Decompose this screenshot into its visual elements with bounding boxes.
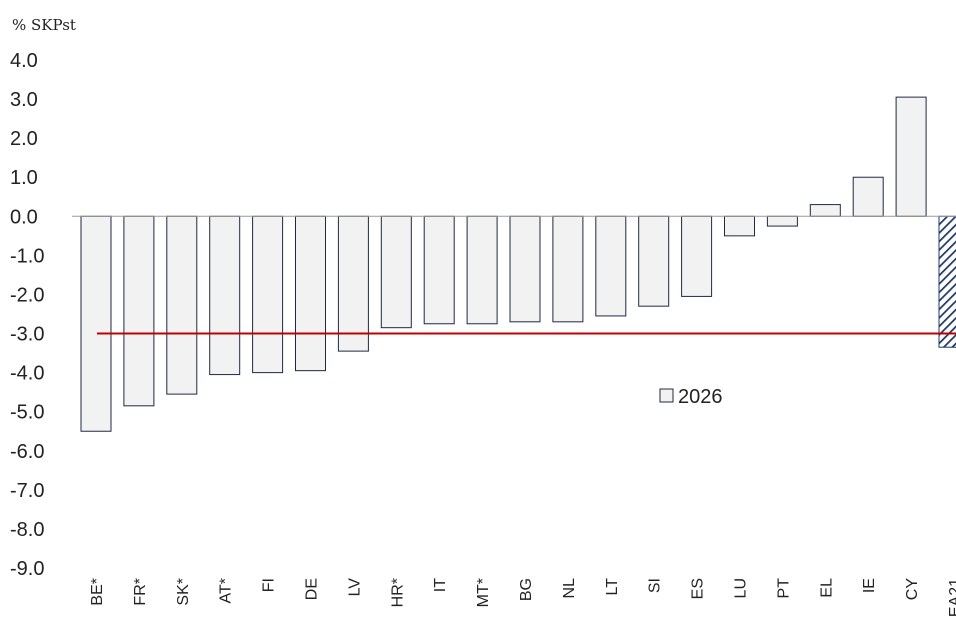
x-tick-label: LV — [346, 578, 363, 597]
y-tick-label: -5.0 — [10, 402, 44, 424]
x-tick-label: ES — [690, 578, 707, 599]
x-tick-label: FI — [261, 578, 278, 592]
bar-lv — [337, 215, 369, 352]
x-tick-label: LT — [604, 578, 621, 596]
y-tick-label: -6.0 — [10, 441, 44, 463]
x-tick-label: CY — [904, 578, 921, 601]
x-tick-label: FR* — [132, 578, 149, 606]
x-tick-label: HR* — [389, 578, 406, 607]
bar-be — [80, 215, 112, 432]
bar-si — [638, 215, 670, 307]
y-tick-label: -9.0 — [10, 558, 44, 580]
legend-swatch — [659, 388, 674, 403]
bar-el — [809, 204, 841, 217]
x-axis-ticks: BE* FR* SK* AT* FI DE LV HR* IT MT* BG NL LT SI ES LU PT… — [89, 578, 956, 617]
y-tick-label: -8.0 — [10, 519, 44, 541]
x-tick-label: MT* — [475, 578, 492, 607]
bar-lu — [724, 215, 755, 237]
bar-ie — [852, 176, 884, 217]
x-tick-label: LU — [733, 578, 750, 598]
y-tick-label: 2.0 — [10, 128, 38, 150]
x-tick-label: BG — [518, 578, 535, 601]
bar-mt — [466, 215, 498, 325]
x-tick-label: DE — [304, 578, 321, 600]
bar-ea21 — [938, 215, 956, 348]
y-tick-label: -3.0 — [10, 324, 44, 346]
legend-label: 2026 — [678, 386, 723, 408]
x-tick-label: SK* — [175, 578, 192, 606]
y-tick-label: -7.0 — [10, 480, 44, 502]
bar-at — [209, 215, 241, 376]
x-tick-label: EA21 — [947, 578, 956, 617]
bar-de — [295, 215, 326, 372]
bar-fr — [123, 215, 155, 407]
x-tick-label: IE — [861, 578, 878, 593]
y-tick-label: -1.0 — [10, 245, 44, 267]
x-tick-label: IT — [432, 578, 449, 592]
x-tick-label: EL — [818, 578, 835, 598]
y-tick-label: 0.0 — [10, 206, 38, 228]
y-tick-label: -2.0 — [10, 284, 44, 306]
y-tick-label: -4.0 — [10, 363, 44, 385]
y-tick-label: 4.0 — [10, 50, 38, 72]
bar-hr — [380, 215, 412, 329]
bar-fi — [252, 215, 284, 374]
y-tick-label: 1.0 — [10, 167, 38, 189]
bar-es — [681, 215, 713, 297]
bar-sk — [166, 215, 198, 395]
bar-nl — [552, 215, 584, 323]
x-tick-label: AT* — [218, 578, 235, 603]
x-tick-label: SI — [647, 578, 664, 593]
y-axis-ticks: 4.0 3.0 2.0 1.0 0.0 -1.0 -2.0 -3.0 -4.0 -5.0 -6.0 -… — [10, 50, 44, 580]
x-tick-label: BE* — [89, 578, 106, 606]
y-axis-unit-label: % SKPst — [12, 16, 76, 34]
bar-lt — [595, 215, 627, 317]
bar-it — [423, 215, 455, 325]
y-tick-label: 3.0 — [10, 89, 38, 111]
x-tick-label: PT — [775, 578, 792, 599]
bar-pt — [766, 215, 798, 227]
bars — [80, 96, 956, 432]
bar-cy — [895, 96, 927, 217]
x-tick-label: NL — [561, 578, 578, 599]
bar-bg — [509, 215, 541, 323]
legend: 2026 — [659, 386, 723, 408]
